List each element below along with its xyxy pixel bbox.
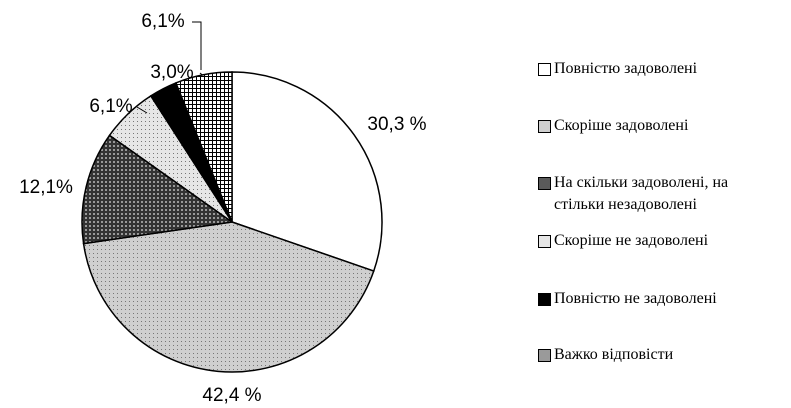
pie-slice: [81, 134, 234, 245]
data-label: 3,0%: [150, 62, 193, 83]
legend-label: Скоріше задоволені: [554, 117, 689, 134]
legend-swatch: [538, 235, 551, 248]
pie-slice: [231, 71, 383, 272]
legend-item: На скільки задоволені, на стільки незадо…: [538, 172, 778, 216]
legend-label: Повністю задоволені: [554, 60, 698, 77]
leader-line: [192, 21, 202, 70]
legend-item: Повністю не задоволені: [538, 288, 778, 310]
legend-swatch: [538, 177, 551, 190]
legend-item: Повністю задоволені: [538, 58, 778, 80]
data-label: 30,3 %: [367, 114, 426, 135]
data-label: 42,4 %: [202, 385, 261, 406]
pie-slice: [82, 221, 375, 373]
legend-label: Скоріше не задоволені: [554, 232, 709, 249]
legend-swatch: [538, 63, 551, 76]
legend-item: Скоріше не задоволені: [538, 230, 778, 252]
pie-slice: [174, 71, 233, 223]
legend-label: Важко відповісти: [554, 346, 674, 363]
legend-swatch: [538, 120, 551, 133]
legend-swatch: [538, 349, 551, 362]
legend-item: Скоріше задоволені: [538, 115, 778, 137]
legend-swatch: [538, 293, 551, 306]
leader-line: [136, 106, 148, 114]
data-label: 12,1%: [19, 177, 73, 198]
legend-label: Повністю не задоволені: [554, 290, 717, 307]
data-label: 6,1%: [89, 96, 132, 117]
data-label: 6,1%: [141, 11, 184, 32]
legend-label: На скільки задоволені, на стільки незадо…: [554, 174, 729, 213]
legend-item: Важко відповісти: [538, 344, 778, 366]
